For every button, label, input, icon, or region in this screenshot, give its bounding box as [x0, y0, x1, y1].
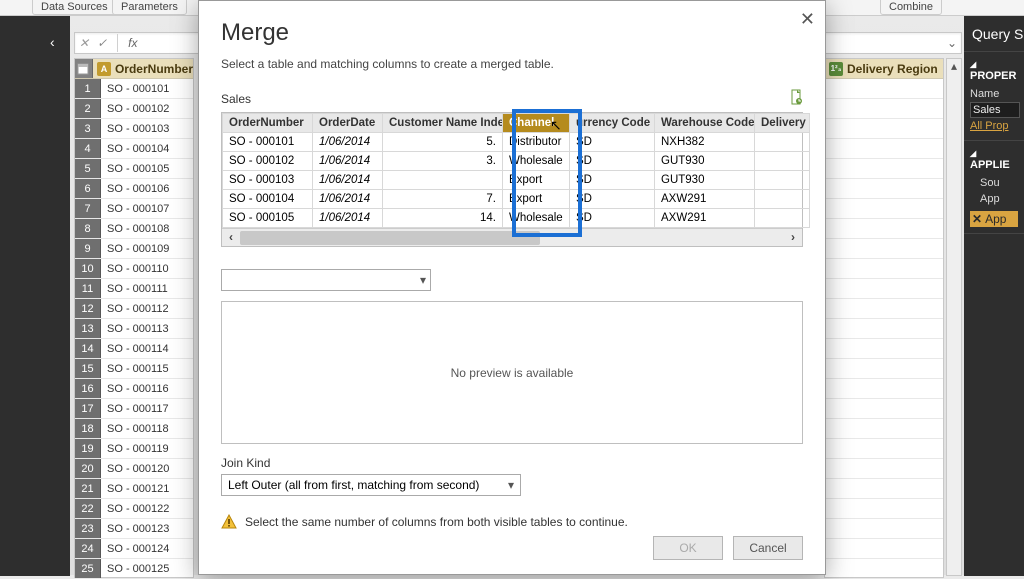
- cancel-button[interactable]: Cancel: [733, 536, 803, 560]
- column-header[interactable]: OrderDate: [313, 114, 383, 133]
- warning-message: Select the same number of columns from b…: [221, 514, 803, 530]
- table-row[interactable]: SO - 0001041/06/20147.ExportSDAXW291: [223, 190, 810, 209]
- horizontal-scrollbar[interactable]: ‹ ›: [222, 228, 802, 246]
- dropdown-arrow-icon: ▾: [420, 273, 426, 287]
- column-header[interactable]: Warehouse Code: [655, 114, 755, 133]
- close-icon[interactable]: ✕: [800, 9, 815, 30]
- scroll-left-icon[interactable]: ‹: [222, 229, 240, 247]
- column-header[interactable]: Delivery R: [755, 114, 810, 133]
- dropdown-arrow-icon: ▾: [508, 478, 514, 492]
- table-row[interactable]: SO - 0001031/06/2014ExportSDGUT930: [223, 171, 810, 190]
- second-table-preview: No preview is available: [221, 301, 803, 444]
- reload-icon[interactable]: [789, 89, 803, 108]
- no-preview-text: No preview is available: [451, 366, 574, 380]
- first-table-preview[interactable]: OrderNumberOrderDateCustomer Name IndexC…: [221, 112, 803, 247]
- first-table-label: Sales: [221, 92, 251, 106]
- dialog-subtitle: Select a table and matching columns to c…: [221, 57, 803, 71]
- warning-icon: [221, 514, 237, 530]
- ok-button[interactable]: OK: [653, 536, 723, 560]
- join-kind-dropdown[interactable]: Left Outer (all from first, matching fro…: [221, 474, 521, 496]
- warning-text: Select the same number of columns from b…: [245, 515, 628, 529]
- column-header[interactable]: Channel: [503, 114, 570, 133]
- table-row[interactable]: SO - 0001011/06/20145.DistributorSDNXH38…: [223, 133, 810, 152]
- second-table-dropdown[interactable]: ▾: [221, 269, 431, 291]
- scroll-right-icon[interactable]: ›: [784, 229, 802, 247]
- column-header[interactable]: Customer Name Index: [383, 114, 503, 133]
- dialog-title: Merge: [221, 19, 803, 47]
- scroll-thumb[interactable]: [240, 231, 540, 245]
- join-kind-label: Join Kind: [221, 456, 803, 470]
- modal-overlay: ✕ Merge Select a table and matching colu…: [0, 0, 1024, 575]
- merge-dialog: ✕ Merge Select a table and matching colu…: [198, 0, 826, 575]
- join-kind-value: Left Outer (all from first, matching fro…: [228, 478, 479, 492]
- column-header[interactable]: OrderNumber: [223, 114, 313, 133]
- table-row[interactable]: SO - 0001051/06/201414.WholesaleSDAXW291: [223, 209, 810, 228]
- table-row[interactable]: SO - 0001021/06/20143.WholesaleSDGUT930: [223, 152, 810, 171]
- column-header[interactable]: urrency Code: [570, 114, 655, 133]
